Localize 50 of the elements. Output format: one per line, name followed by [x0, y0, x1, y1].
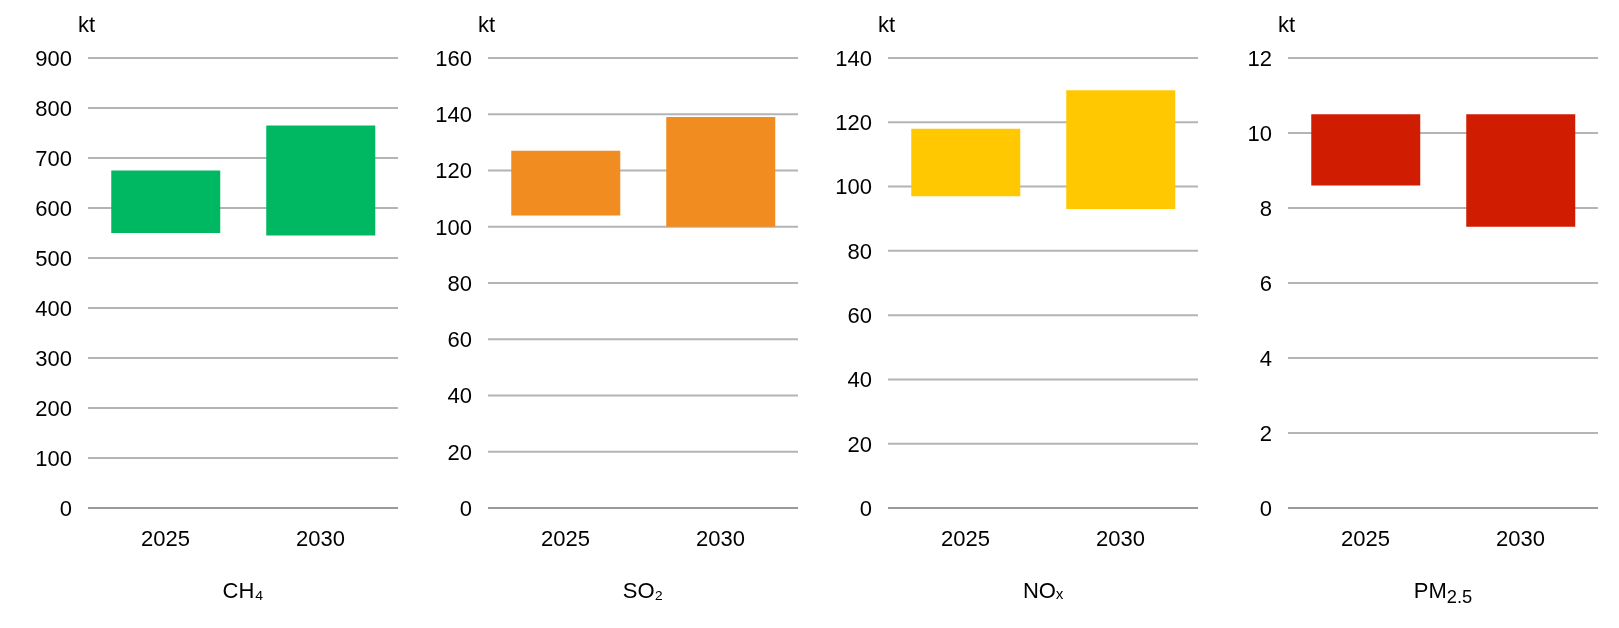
y-tick-label: 800: [35, 95, 72, 121]
y-tick-label: 140: [835, 45, 872, 71]
x-axis-title: PM$_{2.5}$: [1412, 578, 1474, 609]
y-tick-label: 12: [1247, 45, 1272, 71]
y-tick-label: 6: [1259, 270, 1272, 296]
x-tick-label: 2030: [696, 525, 745, 551]
y-axis-title: kt: [1278, 12, 1296, 38]
y-tick-label: 120: [835, 110, 872, 136]
y-tick-label: 200: [35, 395, 72, 421]
y-tick-label: 160: [435, 45, 472, 71]
y-tick-label: 2: [1259, 420, 1272, 446]
y-tick-label: 500: [35, 245, 72, 271]
y-tick-label: 4: [1259, 345, 1272, 371]
y-tick-label: 0: [1259, 495, 1272, 521]
x-tick-label: 2030: [296, 525, 345, 551]
x-tick-label: 2025: [141, 525, 190, 551]
y-tick-label: 80: [847, 238, 872, 264]
y-tick-label: 60: [847, 302, 872, 328]
y-axis-title: kt: [78, 12, 96, 38]
x-tick-label: 2030: [1496, 525, 1545, 551]
y-tick-label: 40: [847, 367, 872, 393]
y-tick-label: 60: [447, 327, 472, 353]
y-tick-label: 100: [835, 174, 872, 200]
y-tick-label: 8: [1259, 195, 1272, 221]
x-axis-title: SO₂: [621, 578, 665, 604]
x-tick-label: 2025: [941, 525, 990, 551]
y-axis-title: kt: [878, 12, 896, 38]
y-tick-label: 400: [35, 295, 72, 321]
y-tick-label: 20: [847, 431, 872, 457]
x-tick-label: 2025: [1341, 525, 1390, 551]
x-axis-title: CH₄: [221, 578, 265, 604]
y-tick-label: 700: [35, 145, 72, 171]
x-axis-title: NOₓ: [1021, 578, 1065, 604]
x-tick-label: 2030: [1096, 525, 1145, 551]
y-tick-label: 100: [435, 214, 472, 240]
y-tick-label: 120: [435, 158, 472, 184]
y-tick-label: 140: [435, 102, 472, 128]
y-tick-label: 20: [447, 439, 472, 465]
y-tick-label: 80: [447, 270, 472, 296]
y-tick-label: 600: [35, 195, 72, 221]
y-tick-label: 100: [35, 445, 72, 471]
y-tick-label: 0: [459, 495, 472, 521]
y-tick-label: 0: [859, 495, 872, 521]
y-tick-label: 10: [1247, 120, 1272, 146]
y-tick-label: 0: [59, 495, 72, 521]
x-tick-label: 2025: [541, 525, 590, 551]
y-tick-label: 40: [447, 383, 472, 409]
y-tick-label: 300: [35, 345, 72, 371]
y-tick-label: 900: [35, 45, 72, 71]
y-axis-title: kt: [478, 12, 496, 38]
